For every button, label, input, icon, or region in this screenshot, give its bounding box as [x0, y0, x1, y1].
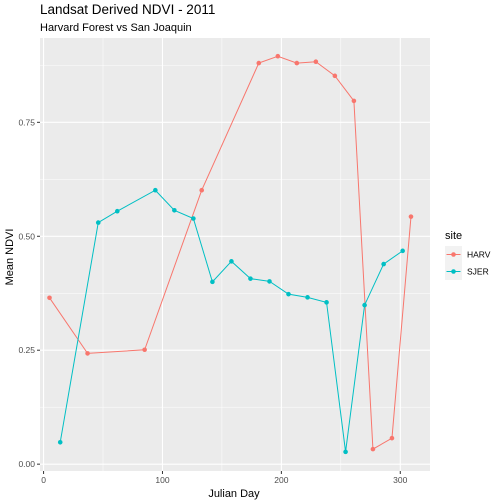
data-point-sjer	[114, 208, 120, 214]
data-point-harv	[85, 351, 90, 356]
data-point-sjer	[57, 439, 63, 445]
data-point-sjer	[286, 291, 291, 297]
y-tick-label: 0.00	[18, 459, 35, 469]
data-point-sjer	[305, 295, 310, 300]
x-axis-label: Julian Day	[208, 488, 260, 500]
plot-panel	[40, 38, 430, 471]
grid-lines	[40, 38, 430, 471]
x-tick-label: 300	[393, 475, 407, 485]
series-layer	[47, 53, 414, 455]
legend: site HARV SJER	[445, 230, 491, 280]
data-point-harv	[47, 295, 52, 301]
data-point-sjer	[248, 276, 253, 281]
data-point-sjer	[153, 187, 158, 193]
data-point-sjer	[324, 300, 329, 305]
y-axis-label: Mean NDVI	[4, 229, 16, 286]
data-point-harv	[389, 435, 395, 441]
data-point-sjer	[210, 279, 215, 285]
axes: 0 100 200 300 0.00 0.25 0.50 0.75	[18, 117, 407, 485]
chart-title: Landsat Derived NDVI - 2011	[40, 2, 215, 17]
data-point-sjer	[191, 216, 196, 221]
y-tick-label: 0.25	[18, 345, 35, 355]
data-point-harv	[370, 446, 376, 452]
data-point-harv	[332, 73, 338, 79]
data-point-sjer	[343, 449, 348, 455]
data-point-harv	[199, 187, 205, 193]
legend-label-harv: HARV	[467, 250, 491, 260]
data-point-sjer	[229, 259, 234, 264]
data-point-sjer	[381, 261, 386, 267]
data-point-harv	[408, 214, 414, 219]
y-tick-label: 0.75	[18, 117, 35, 127]
legend-point-sjer	[451, 269, 456, 274]
legend-title: site	[445, 230, 462, 242]
data-point-harv	[142, 347, 147, 353]
legend-point-harv	[451, 252, 456, 257]
y-tick-label: 0.50	[18, 231, 35, 241]
data-point-sjer	[95, 220, 101, 225]
data-point-harv	[256, 60, 262, 66]
legend-label-sjer: SJER	[467, 267, 489, 277]
x-tick-label: 100	[155, 475, 169, 485]
x-tick-label: 200	[274, 475, 288, 485]
data-point-harv	[294, 60, 300, 66]
data-point-sjer	[267, 279, 272, 284]
chart-subtitle: Harvard Forest vs San Joaquin	[40, 22, 192, 34]
data-point-harv	[275, 53, 281, 59]
x-tick-label: 0	[41, 475, 46, 485]
data-point-sjer	[400, 248, 405, 254]
data-point-sjer	[362, 302, 367, 308]
data-point-harv	[351, 98, 357, 104]
data-point-sjer	[172, 207, 177, 213]
data-point-harv	[313, 59, 319, 65]
